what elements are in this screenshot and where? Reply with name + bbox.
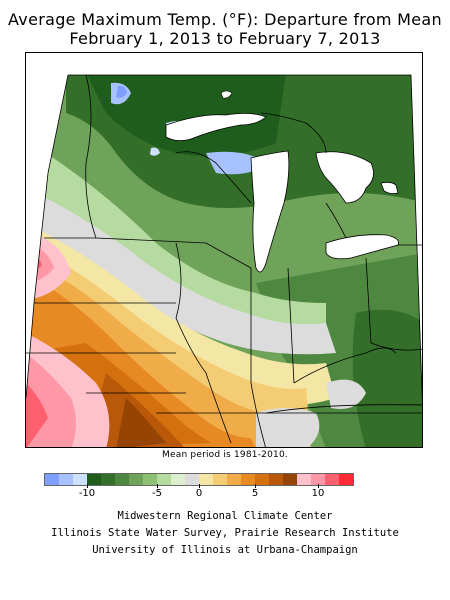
- legend-swatch: [59, 474, 73, 485]
- legend-swatch: [241, 474, 255, 485]
- legend-tick: [255, 484, 256, 488]
- legend-swatch: [171, 474, 185, 485]
- mean-period-note: Mean period is 1981-2010.: [162, 450, 288, 460]
- lake-erie: [325, 234, 399, 260]
- legend-swatch: [129, 474, 143, 485]
- legend-swatch: [227, 474, 241, 485]
- legend-tick-label: 10: [311, 488, 325, 499]
- lake-superior: [165, 113, 267, 141]
- map-panel: [25, 52, 423, 448]
- legend-swatch: [101, 474, 115, 485]
- legend-swatch: [269, 474, 283, 485]
- legend-swatch: [255, 474, 269, 485]
- lake-huron: [315, 151, 374, 204]
- legend-swatch: [87, 474, 101, 485]
- lake-michigan: [250, 150, 290, 273]
- legend-swatch: [213, 474, 227, 485]
- legend-tick-label: 5: [251, 488, 259, 499]
- legend-swatch: [143, 474, 157, 485]
- legend-tick: [318, 484, 319, 488]
- legend-swatch: [199, 474, 213, 485]
- legend-swatch: [185, 474, 199, 485]
- state-boundaries: [26, 74, 422, 447]
- legend-tick-label: -10: [78, 488, 96, 499]
- credit-line-3: University of Illinois at Urbana-Champai…: [92, 544, 358, 556]
- legend-swatch: [115, 474, 129, 485]
- departure-map: [26, 53, 422, 447]
- legend-swatch: [339, 474, 353, 485]
- legend-tick: [157, 484, 158, 488]
- legend-tick-label: 0: [195, 488, 203, 499]
- credit-line-1: Midwestern Regional Climate Center: [117, 510, 333, 522]
- legend-swatch: [73, 474, 87, 485]
- legend-tick-label: -5: [152, 488, 162, 499]
- legend-swatch: [157, 474, 171, 485]
- map-subtitle-date-range: February 1, 2013 to February 7, 2013: [69, 29, 381, 48]
- legend-swatch: [283, 474, 297, 485]
- legend-swatch: [325, 474, 339, 485]
- legend-swatch: [297, 474, 311, 485]
- legend-tick: [199, 484, 200, 488]
- legend-ticks: -10 -5 0 5 10: [0, 484, 450, 504]
- legend-tick: [87, 484, 88, 488]
- credit-line-2: Illinois State Water Survey, Prairie Res…: [51, 527, 399, 539]
- legend-swatch: [45, 474, 59, 485]
- legend-swatch: [311, 474, 325, 485]
- map-title: Average Maximum Temp. (°F): Departure fr…: [8, 10, 442, 29]
